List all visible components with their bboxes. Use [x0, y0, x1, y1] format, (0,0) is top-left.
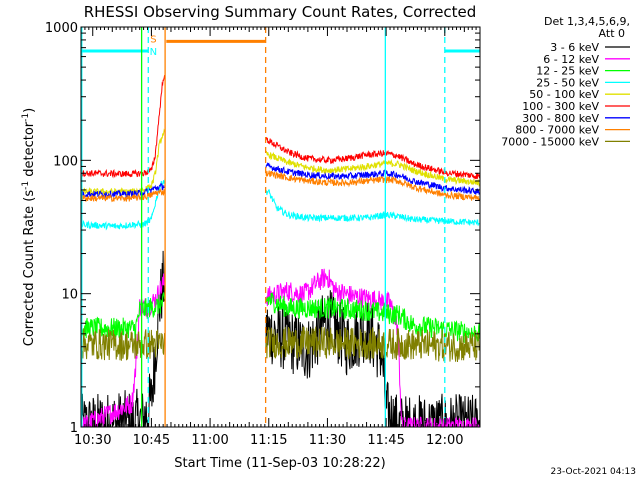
x-tick-label-1145: 11:45 [367, 433, 404, 448]
x-tick-label-1100: 11:00 [191, 433, 228, 448]
legend-label-3-6-kev: 3 - 6 keV [550, 41, 599, 54]
legend-label-7000-15000-kev: 7000 - 15000 keV [501, 135, 599, 148]
x-tick-label-1200: 12:00 [426, 433, 463, 448]
legend-label-100-300-kev: 100 - 300 keV [522, 100, 599, 113]
y-axis-label: Corrected Count Rate (s-1 detector-1) [21, 108, 37, 346]
y-tick-label-1000: 1000 [45, 21, 78, 36]
series-7000-15000-kev-line [80, 326, 480, 363]
marker-s: S [150, 34, 156, 45]
y-axis-label-end: ) [22, 108, 37, 113]
series-300-800-kev-line [80, 162, 480, 199]
series-800-7000-kev-line [80, 170, 480, 203]
generated-timestamp: 23-Oct-2021 04:13 [551, 467, 636, 477]
legend-label-300-800-kev: 300 - 800 keV [522, 112, 599, 125]
series-3-6-kev-line [80, 250, 480, 428]
x-axis: 10:30 10:45 11:00 11:15 11:30 11:45 12:00 [74, 27, 481, 448]
series-25-50-kev-line [80, 178, 480, 231]
series-50-100-kev-line [80, 128, 480, 196]
x-tick-label-1030: 10:30 [74, 433, 111, 448]
marker-n: N [150, 47, 157, 58]
x-tick-label-1045: 10:45 [133, 433, 170, 448]
series-12-25-kev-line [80, 292, 480, 344]
legend-header-detectors: Det 1,3,4,5,6,9, [544, 15, 630, 28]
legend-label-6-12-kev: 6 - 12 keV [543, 53, 599, 66]
series-100-300-kev-line [80, 74, 480, 180]
legend-label-25-50-kev: 25 - 50 keV [536, 76, 599, 89]
x-tick-label-1115: 11:15 [250, 433, 287, 448]
x-tick-label-1130: 11:30 [309, 433, 346, 448]
y-tick-label-100: 100 [53, 154, 78, 169]
chart-title: RHESSI Observing Summary Count Rates, Co… [84, 3, 477, 21]
y-tick-label-10: 10 [61, 288, 78, 303]
y-tick-label-1: 1 [70, 421, 78, 436]
legend-header-attenuator: Att 0 [599, 27, 625, 40]
y-axis-label-main: Corrected Count Rate (s [22, 190, 37, 347]
legend-label-50-100-kev: 50 - 100 keV [529, 88, 599, 101]
legend-label-800-7000-kev: 800 - 7000 keV [515, 124, 599, 137]
x-axis-label: Start Time (11-Sep-03 10:28:22) [174, 456, 385, 471]
y-axis: 1 10 100 1000 [45, 21, 480, 436]
overlay-layer: SN [81, 27, 480, 427]
y-axis-label-mid: detector [22, 121, 37, 181]
y-axis-label-sup-2: -1 [21, 113, 31, 122]
legend-label-12-25-kev: 12 - 25 keV [536, 65, 599, 78]
y-axis-label-sup-1: -1 [21, 181, 31, 190]
series-layer [80, 74, 480, 429]
